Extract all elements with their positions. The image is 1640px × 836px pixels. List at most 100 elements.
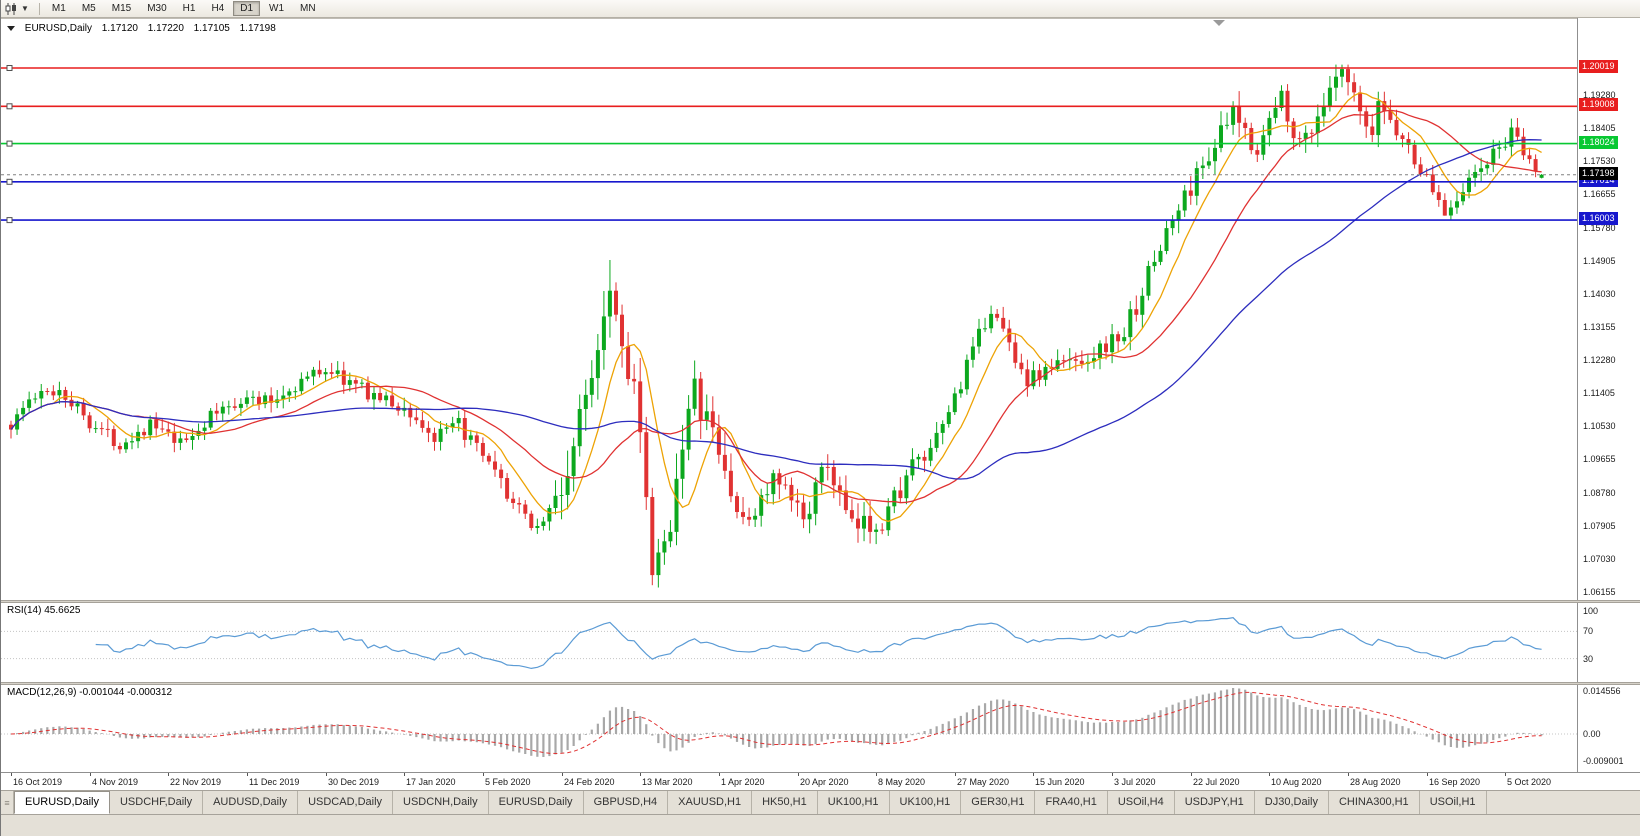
price-axis-label: 1.10530 xyxy=(1583,421,1616,431)
date-tick xyxy=(955,773,956,776)
macd-canvas xyxy=(1,688,1577,757)
price-line-label-box: 1.20019 xyxy=(1579,60,1618,73)
timeframe-button-h1[interactable]: H1 xyxy=(182,3,196,14)
price-axis-label: 1.07905 xyxy=(1583,521,1616,531)
candlestick-chart-icon[interactable] xyxy=(5,2,18,15)
date-axis-label: 22 Nov 2019 xyxy=(170,777,222,787)
timeframe-button-h4[interactable]: H4 xyxy=(211,3,225,14)
rsi-panel[interactable]: RSI(14) 45.6625 xyxy=(1,603,1577,682)
chart-tab-usoil-h1[interactable]: USOil,H1 xyxy=(1420,791,1487,814)
chart-tab-usdcad-daily[interactable]: USDCAD,Daily xyxy=(298,791,394,814)
chart-tab-hk50-h1[interactable]: HK50,H1 xyxy=(752,791,818,814)
line-handle[interactable] xyxy=(6,217,13,224)
macd-axis-label: 0.014556 xyxy=(1583,686,1621,696)
ohlc-open: 1.17120 xyxy=(101,23,138,34)
date-axis-label: 4 Nov 2019 xyxy=(92,777,139,787)
price-axis-label: 1.08780 xyxy=(1583,488,1616,498)
line-handle[interactable] xyxy=(6,178,13,185)
date-tick xyxy=(168,773,169,776)
macd-panel[interactable]: MACD(12,26,9) -0.001044 -0.000312 xyxy=(1,685,1577,772)
line-handle[interactable] xyxy=(6,140,13,147)
timeframe-button-d1[interactable]: D1 xyxy=(233,1,261,16)
status-bar xyxy=(1,814,1640,836)
date-tick xyxy=(1348,773,1349,776)
price-axis-label: 1.09655 xyxy=(1583,454,1616,464)
chart-tab-audusd-daily[interactable]: AUDUSD,Daily xyxy=(203,791,299,814)
price-axis-label: 1.06155 xyxy=(1583,587,1616,597)
toolbar-separator xyxy=(38,2,40,15)
chart-tab-uk100-h1[interactable]: UK100,H1 xyxy=(890,791,962,814)
moving-average-21 xyxy=(10,109,1542,504)
rsi-axis-label: 70 xyxy=(1583,626,1594,636)
date-axis-label: 11 Dec 2019 xyxy=(249,777,300,787)
price-axis-label: 1.12280 xyxy=(1583,355,1616,365)
moving-average-55 xyxy=(10,139,1542,480)
price-axis-label: 1.07030 xyxy=(1583,554,1616,564)
price-axis-label: 1.19280 xyxy=(1583,90,1616,100)
macd-signal-line xyxy=(10,691,1542,755)
macd-axis: 0.014556 0.00 -0.009001 xyxy=(1577,685,1640,772)
chart-tab-eurusd-daily[interactable]: EURUSD,Daily xyxy=(489,791,584,814)
date-axis-label: 10 Aug 2020 xyxy=(1271,777,1322,787)
current-price-box: 1.17198 xyxy=(1579,167,1618,180)
date-tick xyxy=(404,773,405,776)
price-axis-label: 1.14030 xyxy=(1583,289,1616,299)
main-chart-canvas[interactable] xyxy=(1,19,1577,600)
timeframe-bar: M1 M5 M15 M30 H1 H4 D1 W1 MN xyxy=(44,1,324,16)
ohlc-low: 1.17105 xyxy=(193,23,230,34)
date-axis-label: 5 Oct 2020 xyxy=(1507,777,1552,787)
date-tick xyxy=(1033,773,1034,776)
panel-divider-macd[interactable] xyxy=(1,682,1640,685)
price-axis-label: 1.13155 xyxy=(1583,322,1616,332)
main-chart-panel[interactable]: EURUSD,Daily 1.17120 1.17220 1.17105 1.1… xyxy=(1,18,1577,600)
price-axis[interactable]: 1.19280 1.18405 1.17530 1.16655 1.15780 1.149… xyxy=(1577,18,1640,600)
chart-tab-usdchf-daily[interactable]: USDCHF,Daily xyxy=(110,791,204,814)
moving-average-8 xyxy=(10,92,1542,523)
date-tick xyxy=(562,773,563,776)
date-tick xyxy=(876,773,877,776)
date-tick xyxy=(1505,773,1506,776)
chart-tab-fra40-h1[interactable]: FRA40,H1 xyxy=(1035,791,1108,814)
line-handle[interactable] xyxy=(6,103,13,110)
rsi-canvas xyxy=(1,617,1577,670)
line-handle[interactable] xyxy=(6,65,13,71)
date-axis-label: 5 Feb 2020 xyxy=(485,777,531,787)
timeframe-button-m1[interactable]: M1 xyxy=(51,3,66,14)
price-line-label-box: 1.16003 xyxy=(1579,212,1618,225)
date-axis-label: 16 Sep 2020 xyxy=(1429,777,1481,787)
date-tick xyxy=(11,773,12,776)
date-tick xyxy=(1427,773,1428,776)
price-line-label-box: 1.18024 xyxy=(1579,136,1618,149)
chart-tab-usoil-h4[interactable]: USOil,H4 xyxy=(1108,791,1175,814)
date-tick xyxy=(90,773,91,776)
timeframe-button-w1[interactable]: W1 xyxy=(269,3,285,14)
date-tick xyxy=(326,773,327,776)
chart-tab-ger30-h1[interactable]: GER30,H1 xyxy=(961,791,1036,814)
date-axis-label: 20 Apr 2020 xyxy=(800,777,849,787)
chart-tab-dj30-daily[interactable]: DJ30,Daily xyxy=(1255,791,1329,814)
chart-shift-marker[interactable] xyxy=(1213,20,1225,26)
timeframe-button-m30[interactable]: M30 xyxy=(147,3,167,14)
price-axis-label: 1.18405 xyxy=(1583,123,1616,133)
price-axis-label: 1.14905 xyxy=(1583,256,1616,266)
chart-tab-china300-h1[interactable]: CHINA300,H1 xyxy=(1329,791,1420,814)
chart-tab-eurusd-daily[interactable]: EURUSD,Daily xyxy=(14,791,110,814)
timeframe-button-mn[interactable]: MN xyxy=(300,3,316,14)
chevron-down-icon[interactable]: ▼ xyxy=(21,4,29,13)
chart-tab-uk100-h1[interactable]: UK100,H1 xyxy=(818,791,890,814)
date-axis-label: 17 Jan 2020 xyxy=(406,777,456,787)
tab-list-icon[interactable]: ≡ xyxy=(1,791,14,814)
chart-tab-usdjpy-h1[interactable]: USDJPY,H1 xyxy=(1175,791,1255,814)
chart-tab-usdcnh-daily[interactable]: USDCNH,Daily xyxy=(393,791,489,814)
date-tick xyxy=(1269,773,1270,776)
chart-tab-gbpusd-h4[interactable]: GBPUSD,H4 xyxy=(584,791,669,814)
timeframe-button-m15[interactable]: M15 xyxy=(111,3,132,14)
rsi-axis-label: 30 xyxy=(1583,654,1594,664)
chart-symbol: EURUSD,Daily xyxy=(24,23,93,34)
chart-tab-xauusd-h1[interactable]: XAUUSD,H1 xyxy=(668,791,753,814)
date-axis-label: 24 Feb 2020 xyxy=(564,777,615,787)
timeframe-button-m5[interactable]: M5 xyxy=(81,3,96,14)
panel-divider-rsi[interactable] xyxy=(1,600,1640,603)
one-click-trading-arrow[interactable] xyxy=(7,25,15,31)
ohlc-high: 1.17220 xyxy=(147,23,184,34)
